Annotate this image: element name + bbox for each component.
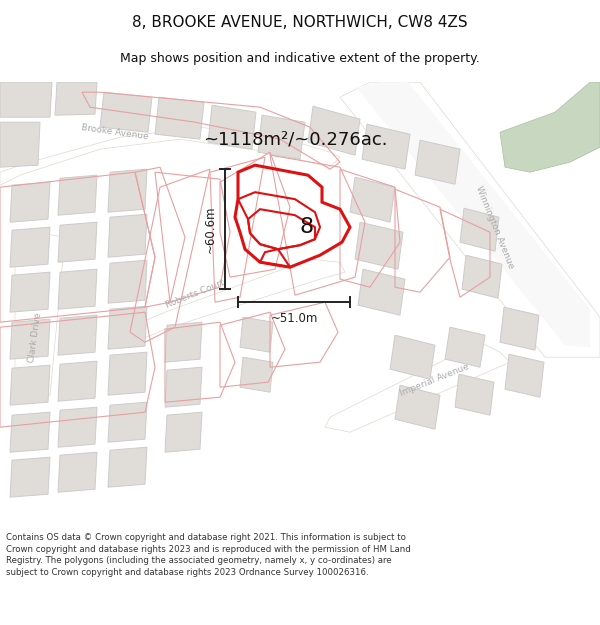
Polygon shape <box>15 232 65 398</box>
Polygon shape <box>10 365 50 405</box>
Polygon shape <box>100 92 152 132</box>
Polygon shape <box>58 269 97 309</box>
Polygon shape <box>356 82 590 348</box>
Polygon shape <box>308 106 360 155</box>
Polygon shape <box>500 82 600 172</box>
Polygon shape <box>455 374 494 415</box>
Polygon shape <box>108 260 147 303</box>
Polygon shape <box>240 317 273 352</box>
Polygon shape <box>362 124 410 169</box>
Polygon shape <box>130 259 345 343</box>
Polygon shape <box>500 307 539 350</box>
Polygon shape <box>10 319 50 359</box>
Polygon shape <box>10 227 50 268</box>
Polygon shape <box>155 97 204 139</box>
Polygon shape <box>165 412 202 452</box>
Polygon shape <box>462 255 502 298</box>
Polygon shape <box>58 361 97 401</box>
Text: Clark Drive: Clark Drive <box>27 311 43 363</box>
Text: ~60.6m: ~60.6m <box>203 206 217 253</box>
Polygon shape <box>58 408 97 447</box>
Polygon shape <box>460 208 499 251</box>
Text: 8, BROOKE AVENUE, NORTHWICH, CW8 4ZS: 8, BROOKE AVENUE, NORTHWICH, CW8 4ZS <box>132 15 468 30</box>
Polygon shape <box>10 272 50 312</box>
Text: Map shows position and indicative extent of the property.: Map shows position and indicative extent… <box>120 52 480 65</box>
Polygon shape <box>0 82 52 118</box>
Polygon shape <box>10 412 50 452</box>
Text: 8: 8 <box>300 217 314 237</box>
Polygon shape <box>415 140 460 184</box>
Polygon shape <box>258 115 305 159</box>
Text: Winnington Avenue: Winnington Avenue <box>474 184 516 270</box>
Polygon shape <box>340 82 600 357</box>
Polygon shape <box>108 306 147 349</box>
Polygon shape <box>395 385 440 429</box>
Polygon shape <box>10 182 50 222</box>
Polygon shape <box>55 82 97 115</box>
Text: Brooke Avenue: Brooke Avenue <box>81 123 149 141</box>
Polygon shape <box>58 315 97 355</box>
Polygon shape <box>208 105 256 149</box>
Polygon shape <box>58 452 97 493</box>
Text: ~1118m²/~0.276ac.: ~1118m²/~0.276ac. <box>203 130 387 148</box>
Polygon shape <box>108 448 147 488</box>
Polygon shape <box>0 122 40 167</box>
Polygon shape <box>108 214 147 258</box>
Polygon shape <box>240 357 273 392</box>
Polygon shape <box>350 177 395 222</box>
Polygon shape <box>58 175 97 215</box>
Polygon shape <box>358 269 405 315</box>
Text: Imperial Avenue: Imperial Avenue <box>399 362 471 398</box>
Polygon shape <box>445 328 485 367</box>
Polygon shape <box>108 352 147 395</box>
Polygon shape <box>390 335 435 379</box>
Polygon shape <box>10 458 50 498</box>
Text: Roberts Court: Roberts Court <box>164 278 226 310</box>
Polygon shape <box>58 222 97 262</box>
Polygon shape <box>108 402 147 442</box>
Polygon shape <box>108 169 147 212</box>
Polygon shape <box>325 342 510 432</box>
Polygon shape <box>165 322 202 362</box>
Polygon shape <box>0 127 340 185</box>
Polygon shape <box>505 354 544 398</box>
Polygon shape <box>355 222 403 269</box>
Polygon shape <box>165 367 202 408</box>
Text: Contains OS data © Crown copyright and database right 2021. This information is : Contains OS data © Crown copyright and d… <box>6 533 411 578</box>
Text: ~51.0m: ~51.0m <box>271 312 317 325</box>
